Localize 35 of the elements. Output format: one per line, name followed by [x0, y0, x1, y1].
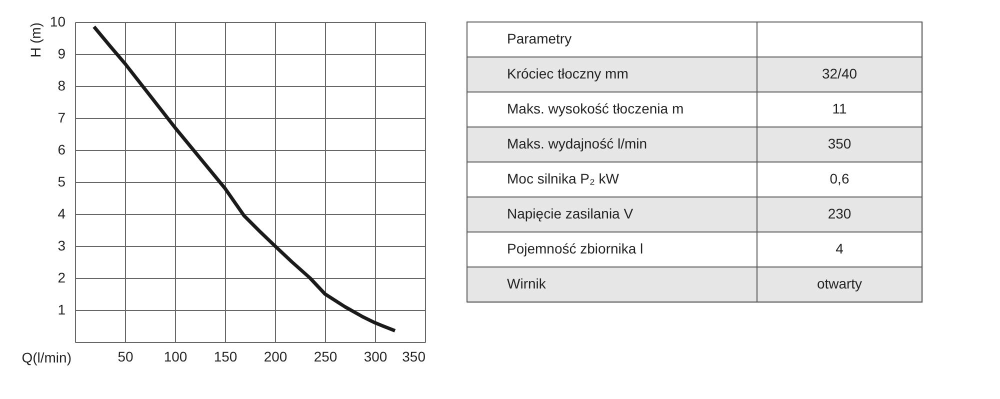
text: Pojemność zbiornika l — [507, 240, 644, 256]
x-axis-title: Q(l/min) — [22, 350, 72, 366]
y-tick-label: 4 — [58, 206, 66, 222]
y-axis-title: H (m) — [28, 22, 44, 58]
x-tick-label: 150 — [214, 348, 238, 364]
text: Moc silnika P₂ kW — [507, 170, 620, 186]
text: Parametry — [507, 30, 572, 46]
y-tick-label: 6 — [58, 142, 66, 158]
line-series — [92, 25, 397, 333]
text: Króciec tłoczny mm — [507, 66, 628, 82]
x-tick-label: 250 — [314, 348, 338, 364]
text: otwarty — [816, 276, 862, 292]
x-tick-label: 350 — [402, 348, 426, 364]
y-tick-label: 3 — [58, 238, 66, 254]
x-tick-label: 100 — [164, 348, 188, 364]
y-tick-label: 9 — [58, 46, 66, 62]
y-tick-label: 5 — [58, 174, 66, 190]
y-tick-label: 8 — [58, 78, 66, 94]
y-tick-label: 2 — [58, 270, 66, 286]
y-tick-label: 1 — [58, 302, 66, 318]
y-tick-label: 7 — [58, 110, 66, 126]
text: Wirnik — [507, 276, 547, 292]
text: 11 — [832, 100, 847, 116]
y-tick-label: 10 — [50, 14, 66, 30]
text: 230 — [828, 206, 852, 222]
x-tick-label: 50 — [118, 348, 134, 364]
text: Maks. wydajność l/min — [507, 136, 648, 152]
text: 350 — [828, 136, 852, 152]
text: 4 — [836, 240, 844, 256]
text: Napięcie zasilania V — [507, 206, 634, 222]
x-tick-label: 200 — [264, 348, 288, 364]
text: Maks. wysokość tłoczenia m — [507, 100, 684, 116]
x-tick-label: 300 — [364, 348, 388, 364]
text: 0,6 — [830, 170, 850, 186]
text: 32/40 — [822, 66, 858, 82]
